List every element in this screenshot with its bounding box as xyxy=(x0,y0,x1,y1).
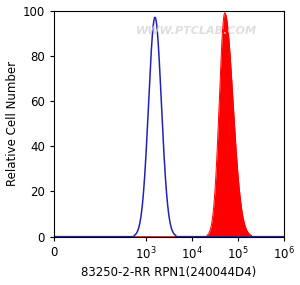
Text: WWW.PTCLAB.COM: WWW.PTCLAB.COM xyxy=(136,26,257,36)
X-axis label: 83250-2-RR RPN1(240044D4): 83250-2-RR RPN1(240044D4) xyxy=(81,266,256,280)
Y-axis label: Relative Cell Number: Relative Cell Number xyxy=(6,61,19,186)
